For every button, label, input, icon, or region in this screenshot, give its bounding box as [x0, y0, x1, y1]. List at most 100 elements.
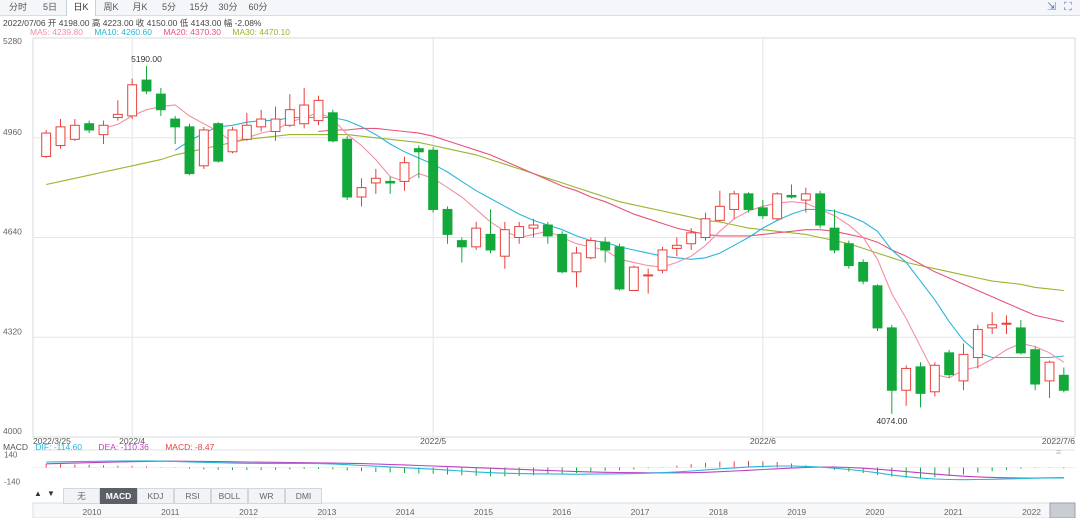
candle-body [700, 218, 711, 238]
navigator-year-label: 2010 [83, 507, 102, 517]
navigator-year-label: 2020 [866, 507, 885, 517]
navigator-year-label: 2013 [317, 507, 336, 517]
y-tick-label: 4320 [3, 326, 22, 336]
candle-body [786, 194, 797, 198]
candle-body [514, 226, 525, 238]
candle-body [270, 118, 281, 133]
ma-legend: MA5: 4239.80 MA10: 4260.60 MA20: 4370.30… [30, 27, 299, 37]
candle-body [327, 112, 338, 142]
y-tick-label: 4000 [3, 426, 22, 436]
candle-body [743, 193, 754, 210]
y-tick-label: 4960 [3, 127, 22, 137]
macd-dif-label: DIF: -114.60 [35, 442, 83, 452]
indicator-boll-button[interactable]: BOLL [211, 488, 248, 504]
x-tick-label: 2022/3/25 [33, 436, 71, 446]
indicator-macd-button[interactable]: MACD [100, 488, 137, 504]
quote-info-line: 2022/07/06 开 4198.00 高 4223.00 收 4150.00… [3, 18, 262, 28]
macd-value-label: MACD: -8.47 [165, 442, 215, 452]
candle-body [69, 124, 80, 140]
tab-weekly-k[interactable]: 周K [103, 2, 119, 12]
macd-dif-line [46, 460, 1064, 481]
candle-body [843, 243, 854, 267]
candle-body [471, 227, 482, 248]
tab-5day[interactable]: 5日 [42, 2, 57, 12]
indicator-dmi-button[interactable]: DMI [285, 488, 322, 504]
candle-body [671, 244, 682, 249]
tab-timeshare[interactable]: 分时 [8, 2, 27, 12]
candle-body [213, 123, 224, 162]
navigator-year-label: 2017 [631, 507, 650, 517]
x-tick-label: 2022/6 [750, 436, 776, 446]
candle-body [485, 233, 496, 251]
navigator-year-label: 2015 [474, 507, 493, 517]
candle-body [385, 180, 396, 184]
candle-body [399, 162, 410, 182]
navigator-year-label: 2022 [1022, 507, 1041, 517]
ma5-label: MA5: 4239.80 [30, 27, 83, 37]
candle-body [41, 132, 52, 157]
navigator-year-label: 2019 [787, 507, 806, 517]
indicator-none-button[interactable]: 无 [63, 488, 100, 504]
candle-body [585, 240, 596, 259]
candle-body [528, 224, 539, 229]
candle-body [284, 109, 295, 126]
candle-body [600, 241, 611, 251]
candle-body [542, 224, 553, 237]
collapse-icon[interactable]: ⇲ [1047, 1, 1057, 13]
candle-body [155, 93, 166, 111]
scroll-down-icon[interactable]: ▼ [47, 489, 55, 498]
tab-daily-k[interactable]: 日K [66, 0, 96, 16]
candle-body [342, 138, 353, 198]
tab-60min[interactable]: 60分 [248, 2, 268, 12]
candle-body [413, 148, 424, 153]
macd-y-tick: 140 [4, 451, 18, 460]
candle-body [729, 193, 740, 210]
candle-body [313, 99, 324, 122]
candle-body [227, 129, 238, 153]
candle-body [757, 207, 768, 217]
navigator-year-label: 2021 [944, 507, 963, 517]
candle-body [915, 366, 926, 394]
candle-body [127, 84, 138, 117]
tab-30min[interactable]: 30分 [218, 2, 238, 12]
ma5-line [103, 104, 1065, 379]
tab-monthly-k[interactable]: 月K [132, 2, 148, 12]
candle-body [901, 367, 912, 391]
indicator-kdj-button[interactable]: KDJ [137, 488, 174, 504]
candle-body [815, 193, 826, 226]
candle-body [958, 353, 969, 382]
tab-15min[interactable]: 15分 [189, 2, 209, 12]
candle-body [170, 118, 181, 128]
candle-body [1030, 349, 1041, 385]
navigator-year-label: 2011 [161, 507, 180, 517]
navigator-year-label: 2016 [552, 507, 571, 517]
candle-body [184, 126, 195, 175]
navigator-year-label: 2014 [396, 507, 415, 517]
macd-dea-line [46, 460, 1064, 479]
candle-body [872, 285, 883, 329]
tab-5min[interactable]: 5分 [161, 2, 176, 12]
candle-body [370, 177, 381, 184]
x-tick-label: 2022/5 [420, 436, 446, 446]
ma30-label: MA30: 4470.10 [232, 27, 291, 37]
settings-dots-icon[interactable]: ≡ [1056, 447, 1062, 457]
low-annotation: 4074.00 [876, 416, 907, 426]
candle-body [428, 149, 439, 210]
candle-body [1015, 327, 1026, 354]
scroll-up-icon[interactable]: ▲ [34, 489, 42, 498]
indicator-wr-button[interactable]: WR [248, 488, 285, 504]
y-tick-label: 5280 [3, 36, 22, 46]
macd-y-tick: -140 [4, 477, 21, 486]
candle-body [714, 205, 725, 221]
indicator-rsi-button[interactable]: RSI [174, 488, 211, 504]
candle-body [356, 187, 367, 198]
candle-body [442, 208, 453, 235]
candle-body [772, 193, 783, 220]
candle-body [1001, 322, 1012, 325]
expand-icon[interactable]: ⛶ [1064, 1, 1072, 13]
candle-body [628, 266, 639, 291]
ma30-line [46, 134, 1064, 292]
candle-body [987, 324, 998, 329]
candle-body [944, 352, 955, 376]
